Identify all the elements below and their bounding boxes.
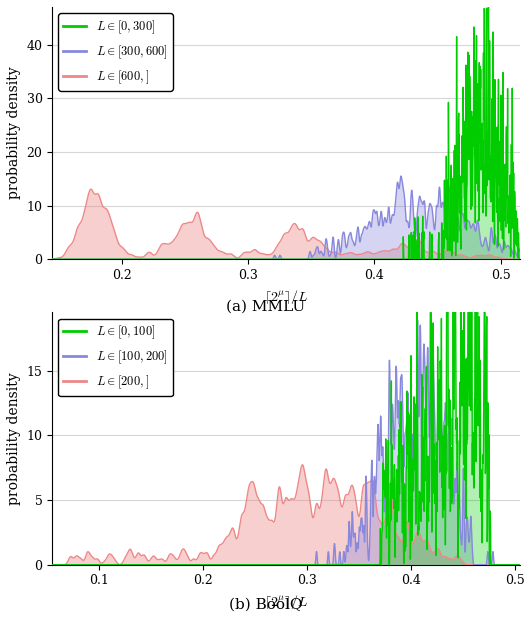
Y-axis label: probability density: probability density [7, 372, 21, 505]
Legend: $L \in [0, 300]$, $L \in [300, 600]$, $L \in [600, ]$: $L \in [0, 300]$, $L \in [300, 600]$, $L… [59, 13, 173, 91]
Legend: $L \in [0, 100]$, $L \in [100, 200]$, $L \in [200, ]$: $L \in [0, 100]$, $L \in [100, 200]$, $L… [59, 319, 173, 396]
X-axis label: $\lceil 2^\mu \rceil / L$: $\lceil 2^\mu \rceil / L$ [264, 593, 308, 611]
Text: (a) MMLU: (a) MMLU [227, 300, 305, 314]
Text: (b) BoolQ: (b) BoolQ [229, 598, 303, 612]
Y-axis label: probability density: probability density [7, 67, 21, 200]
X-axis label: $\lceil 2^\mu \rceil / L$: $\lceil 2^\mu \rceil / L$ [264, 287, 308, 305]
